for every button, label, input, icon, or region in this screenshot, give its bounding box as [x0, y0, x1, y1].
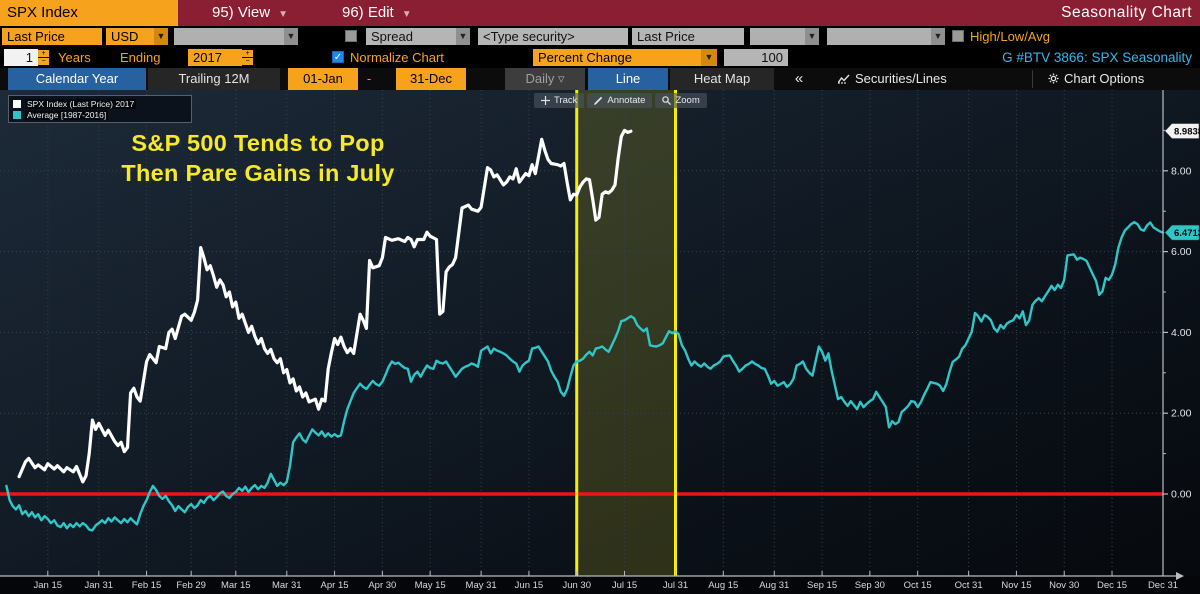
year-stepper[interactable]: + −	[242, 50, 253, 65]
empty-dropdown-3[interactable]	[827, 28, 931, 45]
pencil-icon	[594, 96, 603, 105]
svg-text:Sep 30: Sep 30	[855, 580, 885, 591]
chart-hover-toolbar: Track Annotate Zoom	[534, 93, 707, 108]
svg-text:Jan 15: Jan 15	[34, 580, 63, 591]
normalize-label: Normalize Chart	[350, 50, 444, 65]
highlow-checkbox[interactable]	[952, 30, 964, 42]
svg-text:Jul 31: Jul 31	[663, 580, 688, 591]
tab-line[interactable]: Line	[588, 68, 668, 90]
svg-text:Sep 15: Sep 15	[807, 580, 837, 591]
seasonality-chart-plot[interactable]: 0.00 2.00 4.00 6.00 8.00 Jan 15 Jan 31 Feb 15 Fe…	[0, 90, 1200, 594]
currency-caret[interactable]: ▼	[154, 28, 168, 45]
svg-text:Nov 30: Nov 30	[1049, 580, 1079, 591]
dropdown-caret-icon[interactable]: ▼	[931, 28, 945, 45]
years-label: Years	[58, 50, 91, 65]
spread-select[interactable]: Spread	[366, 28, 456, 45]
period-select[interactable]: Daily ▿	[505, 68, 585, 90]
normalize-checkbox[interactable]: ✓	[332, 51, 344, 63]
chart-canvas[interactable]: 0.00 2.00 4.00 6.00 8.00 Jan 15 Jan 31 Feb 15 Fe…	[0, 90, 1200, 594]
mode-select[interactable]: Percent Change	[533, 49, 701, 66]
type-security-input[interactable]: <Type security>	[478, 28, 628, 45]
svg-text:Jul 15: Jul 15	[612, 580, 637, 591]
svg-text:May 15: May 15	[415, 580, 446, 591]
crosshair-icon	[541, 96, 550, 105]
annotate-button[interactable]: Annotate	[587, 93, 653, 108]
legend-item-average[interactable]: Average [1987-2016]	[13, 109, 187, 120]
svg-text:Aug 31: Aug 31	[759, 580, 789, 591]
chart-legend: SPX Index (Last Price) 2017 Average [198…	[8, 95, 192, 123]
mode-caret[interactable]: ▼	[701, 49, 717, 66]
svg-text:Jan 31: Jan 31	[85, 580, 114, 591]
divider	[1032, 70, 1033, 88]
edit-menu[interactable]: 96) Edit ▼	[342, 4, 412, 21]
svg-text:Dec 31: Dec 31	[1148, 580, 1178, 591]
date-separator: -	[366, 71, 372, 86]
svg-text:8.9838: 8.9838	[1174, 127, 1200, 138]
security-controls-row: Last Price USD ▼ ▼ Spread ▼ <Type securi…	[0, 26, 1200, 47]
spx-series-swatch	[13, 99, 21, 108]
date-to-input[interactable]: 31-Dec	[396, 68, 466, 90]
svg-text:Apr 30: Apr 30	[368, 580, 396, 591]
svg-text:Mar 15: Mar 15	[221, 580, 251, 591]
svg-text:Jun 30: Jun 30	[562, 580, 591, 591]
magnifier-icon	[662, 96, 672, 105]
empty-dropdown-1[interactable]	[174, 28, 284, 45]
svg-text:2.00: 2.00	[1171, 408, 1192, 420]
svg-text:Dec 15: Dec 15	[1097, 580, 1127, 591]
svg-text:6.4713: 6.4713	[1174, 228, 1200, 239]
svg-text:Oct 15: Oct 15	[904, 580, 932, 591]
price-field-2[interactable]: Last Price	[632, 28, 744, 45]
title-menu-bar: SPX Index 95) View ▼ 96) Edit ▼ Seasonalit…	[0, 0, 1200, 26]
dropdown-caret-icon[interactable]: ▼	[805, 28, 819, 45]
securities-lines-button[interactable]: Securities/Lines	[837, 68, 998, 91]
collapse-button[interactable]: «	[794, 70, 804, 87]
svg-text:Apr 15: Apr 15	[321, 580, 349, 591]
chevron-down-icon: ▼	[278, 9, 288, 20]
period-controls-row: 1 + − Years Ending 2017 + − ✓ Normalize Ch…	[0, 47, 1200, 68]
track-button[interactable]: Track	[534, 93, 585, 108]
svg-text:Mar 31: Mar 31	[272, 580, 302, 591]
chart-options-button[interactable]: Chart Options	[1048, 68, 1193, 90]
svg-text:Feb 15: Feb 15	[132, 580, 162, 591]
page-title: Seasonality Chart	[1061, 4, 1192, 21]
year-input[interactable]: 2017	[188, 49, 242, 66]
years-input[interactable]: 1	[4, 49, 38, 66]
empty-dropdown-2[interactable]	[750, 28, 805, 45]
gear-icon	[1048, 69, 1059, 91]
svg-text:Aug 15: Aug 15	[708, 580, 738, 591]
chart-tab-strip: Calendar Year Trailing 12M 01-Jan - 31-D…	[0, 68, 1200, 90]
view-menu[interactable]: 95) View ▼	[212, 4, 288, 21]
security-ticker-field[interactable]: SPX Index	[0, 0, 178, 26]
price-field-1[interactable]: Last Price	[2, 28, 102, 45]
svg-text:8.00: 8.00	[1171, 165, 1192, 177]
svg-text:4.00: 4.00	[1171, 327, 1192, 339]
tab-heat-map[interactable]: Heat Map	[670, 68, 774, 90]
chart-annotation: S&P 500 Tends to Pop Then Pare Gains in …	[121, 130, 395, 186]
svg-text:Nov 15: Nov 15	[1001, 580, 1031, 591]
spread-caret[interactable]: ▼	[456, 28, 470, 45]
ending-label: Ending	[120, 50, 161, 65]
line-chart-icon	[837, 69, 850, 91]
svg-text:6.00: 6.00	[1171, 246, 1192, 258]
svg-text:0.00: 0.00	[1171, 489, 1192, 501]
chevron-down-icon: ▼	[401, 9, 412, 20]
date-from-input[interactable]: 01-Jan	[288, 68, 358, 90]
years-stepper[interactable]: + −	[38, 50, 49, 65]
tab-calendar-year[interactable]: Calendar Year	[8, 68, 146, 90]
legend-item-spx[interactable]: SPX Index (Last Price) 2017	[13, 98, 187, 109]
highlow-label: High/Low/Avg	[970, 29, 1050, 44]
spread-checkbox[interactable]	[345, 30, 357, 42]
chart-reference-tag: G #BTV 3866: SPX Seasonality	[1002, 50, 1192, 65]
svg-text:Feb 29: Feb 29	[176, 580, 206, 591]
svg-text:May 31: May 31	[466, 580, 497, 591]
scale-input[interactable]: 100	[724, 49, 788, 66]
average-series-swatch	[13, 110, 21, 119]
dropdown-caret-icon[interactable]: ▼	[284, 28, 298, 45]
currency-select[interactable]: USD	[106, 28, 154, 45]
svg-text:Oct 31: Oct 31	[955, 580, 983, 591]
zoom-button[interactable]: Zoom	[655, 93, 707, 108]
tab-trailing-12m[interactable]: Trailing 12M	[148, 68, 280, 90]
svg-text:Jun 15: Jun 15	[515, 580, 544, 591]
